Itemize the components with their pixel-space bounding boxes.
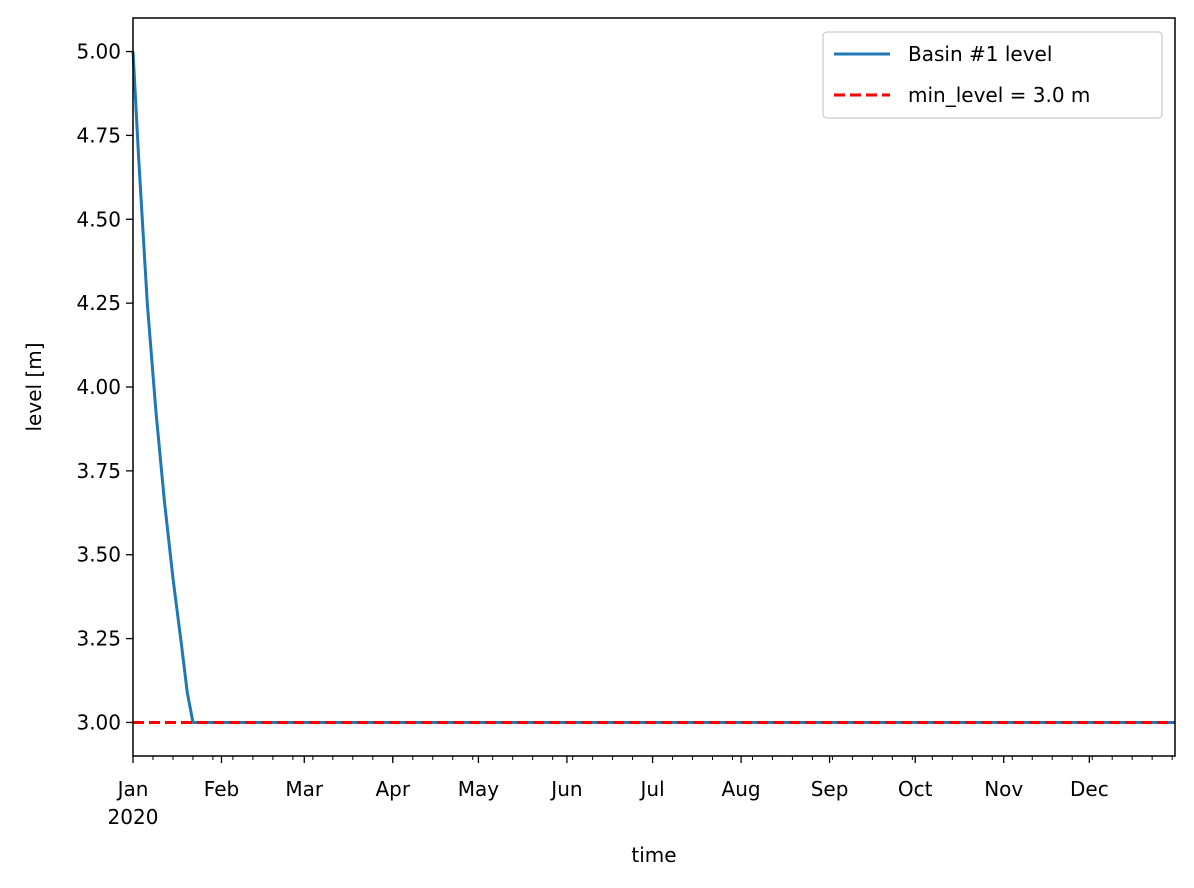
x-tick-label: Aug [722, 777, 761, 801]
y-tick-label: 4.25 [76, 291, 121, 315]
x-tick-label: Sep [811, 777, 849, 801]
legend-label-basin-level: Basin #1 level [908, 42, 1052, 66]
x-tick-label: Apr [375, 777, 410, 801]
legend-label-min-level: min_level = 3.0 m [908, 83, 1090, 107]
y-tick-label: 3.00 [76, 710, 121, 734]
x-axis: Jan 2020 Feb Mar Apr May Jun Jul Aug Sep Oct Nov Dec [108, 756, 1173, 829]
y-tick-label: 4.75 [76, 123, 121, 147]
y-tick-label: 3.25 [76, 627, 121, 651]
y-axis: 3.00 3.25 3.50 3.75 4.00 4.25 4.50 4.75 5.00 [76, 40, 133, 734]
x-tick-label: Jul [639, 777, 665, 801]
series-line-basin-level [131, 51, 1175, 724]
series-layer [131, 51, 1175, 724]
y-tick-label: 3.50 [76, 543, 121, 567]
legend-box [822, 31, 1163, 119]
y-axis-label: level [m] [22, 342, 46, 431]
y-tick-label: 3.75 [76, 459, 121, 483]
legend: Basin #1 level min_level = 3.0 m [822, 31, 1163, 119]
x-tick-label: Dec [1070, 777, 1109, 801]
x-tick-label: Jun [549, 777, 582, 801]
y-tick-label: 5.00 [76, 40, 121, 64]
x-tick-label: May [458, 777, 500, 801]
x-tick-label: Mar [285, 777, 324, 801]
x-tick-label: Nov [984, 777, 1023, 801]
axes-background [133, 18, 1175, 756]
x-tick-label: Feb [204, 777, 239, 801]
x-tick-sublabel: 2020 [108, 805, 159, 829]
y-tick-label: 4.00 [76, 375, 121, 399]
x-tick-label: Jan [116, 777, 149, 801]
x-axis-label: time [631, 843, 676, 867]
y-tick-label: 4.50 [76, 207, 121, 231]
plot-area [131, 17, 1176, 757]
x-tick-label: Oct [898, 777, 933, 801]
